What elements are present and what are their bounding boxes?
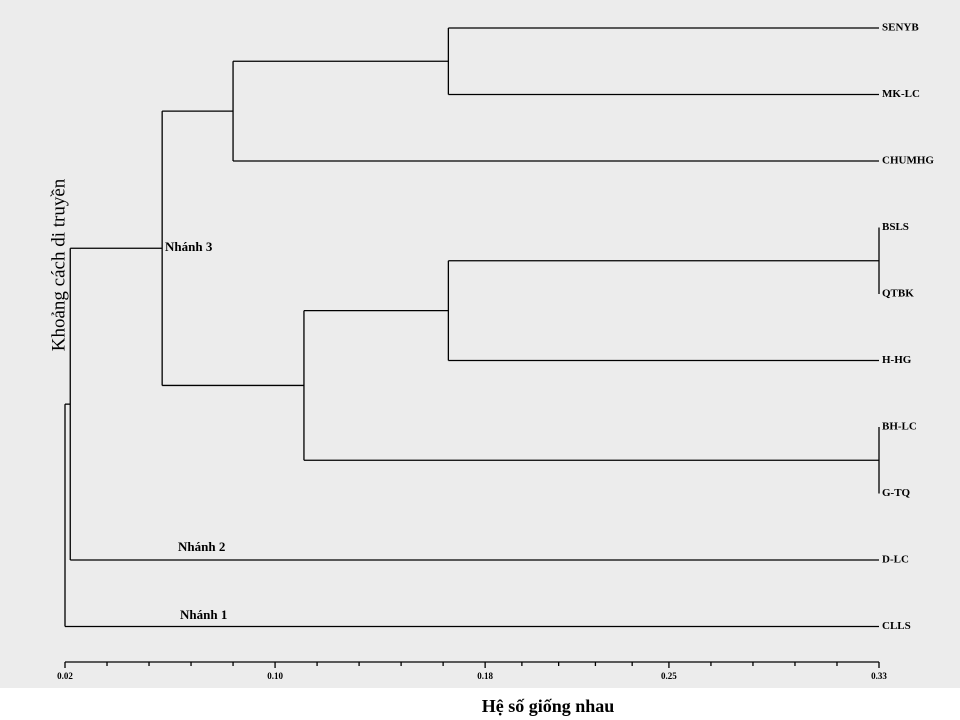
branch-label: Nhánh 1: [180, 607, 227, 622]
leaf-label: BSLS: [882, 221, 909, 233]
branch-label: Nhánh 2: [178, 539, 225, 554]
leaf-label: BH-LC: [882, 421, 917, 433]
y-axis-title: Khoảng cách di truyền: [48, 178, 69, 351]
leaf-label: CLLS: [882, 620, 911, 632]
branch-label: Nhánh 3: [165, 239, 213, 254]
leaf-label: MK-LC: [882, 88, 920, 100]
leaf-label: G-TQ: [882, 487, 911, 499]
leaf-label: SENYB: [882, 22, 919, 34]
x-tick-label: 0.33: [871, 671, 887, 681]
x-tick-label: 0.25: [661, 671, 677, 681]
leaf-label: D-LC: [882, 554, 909, 566]
background: [0, 0, 960, 688]
leaf-label: H-HG: [882, 354, 912, 366]
x-tick-label: 0.02: [57, 671, 73, 681]
x-tick-label: 0.18: [477, 671, 493, 681]
x-tick-label: 0.10: [267, 671, 283, 681]
leaf-label: QTBK: [882, 288, 914, 300]
leaf-label: CHUMHG: [882, 155, 934, 167]
x-axis-title: Hệ số giống nhau: [482, 696, 615, 716]
